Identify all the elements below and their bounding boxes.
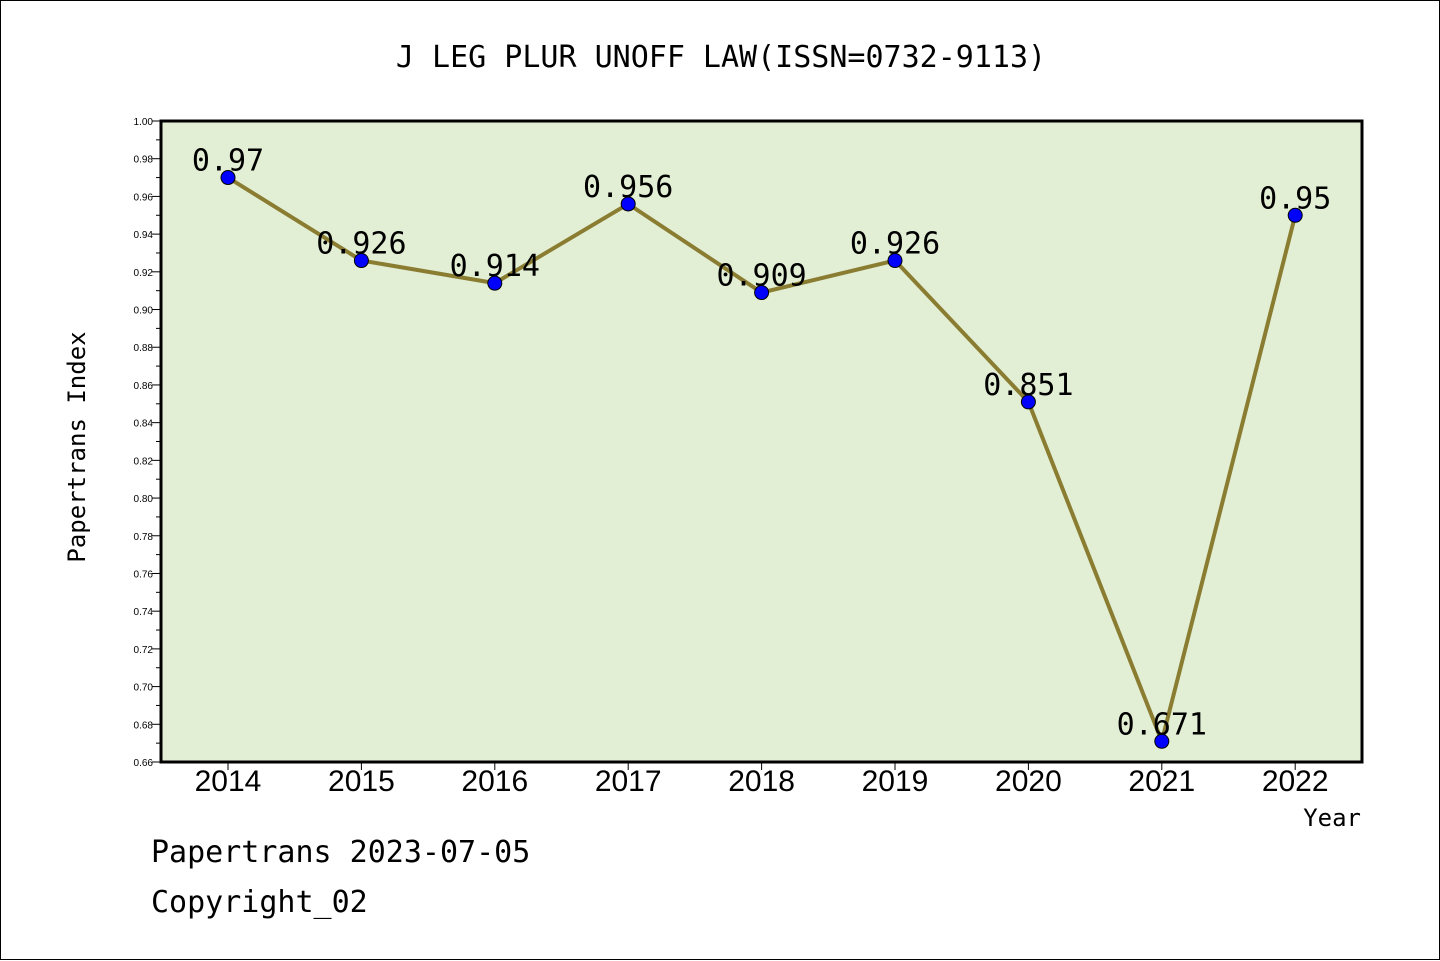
- data-labels: 0.97 0.926 0.914 0.956 0.909 0.926 0.851 0.671 0…: [192, 144, 1331, 743]
- y-tick-label: 0.78: [134, 532, 154, 543]
- data-point: [353, 253, 369, 269]
- x-tick-label: 2022: [1262, 765, 1329, 798]
- y-tick-label: 1.00: [134, 117, 154, 128]
- x-tick-label: 2018: [728, 765, 795, 798]
- y-tick-label: 0.90: [134, 306, 154, 317]
- x-tick-label: 2021: [1128, 765, 1195, 798]
- y-tick-label: 0.74: [134, 607, 154, 618]
- data-label: 0.926: [316, 227, 406, 262]
- data-label: 0.956: [583, 170, 673, 205]
- y-tick-label: 0.94: [134, 230, 154, 241]
- x-tick-label: 2019: [862, 765, 929, 798]
- data-label: 0.926: [850, 227, 940, 262]
- y-tick-label: 0.70: [134, 683, 154, 694]
- y-tick-label: 0.72: [134, 645, 154, 656]
- x-tick-label: 2015: [328, 765, 395, 798]
- y-axis-ticks: 0.66 0.68 0.70 0.72 0.74 0.76 0.78 0.80 0.82 0.84…: [134, 117, 161, 769]
- x-tick-label: 2016: [461, 765, 528, 798]
- y-tick-label: 0.76: [134, 569, 154, 580]
- y-tick-label: 0.66: [134, 758, 154, 769]
- y-tick-label: 0.98: [134, 155, 154, 166]
- y-tick-label: 0.86: [134, 381, 154, 392]
- data-label: 0.97: [192, 144, 264, 179]
- data-label: 0.851: [983, 368, 1073, 403]
- footer-copyright: Copyright_02: [151, 885, 368, 920]
- data-point: [220, 170, 236, 186]
- x-tick-label: 2017: [595, 765, 662, 798]
- y-tick-label: 0.80: [134, 494, 154, 505]
- x-tick-label: 2020: [995, 765, 1062, 798]
- plot-area: [159, 119, 1364, 764]
- y-tick-label: 0.84: [134, 419, 154, 430]
- y-tick-label: 0.82: [134, 456, 154, 467]
- x-tick-label: 2014: [195, 765, 262, 798]
- data-label: 0.671: [1117, 707, 1207, 742]
- data-point: [1020, 394, 1036, 410]
- y-tick-label: 0.88: [134, 343, 154, 354]
- data-point: [1287, 207, 1303, 223]
- x-axis-ticks: 2014 2015 2016 2017 2018 2019 2020 2021 2022: [195, 762, 1329, 798]
- data-label: 0.909: [716, 259, 806, 294]
- data-label: 0.95: [1259, 181, 1331, 216]
- x-axis-label: Year: [1303, 804, 1361, 832]
- data-markers: [220, 170, 1303, 749]
- y-axis-label: Papertrans Index: [63, 331, 91, 562]
- footer-date: Papertrans 2023-07-05: [151, 835, 531, 870]
- y-tick-label: 0.92: [134, 268, 154, 279]
- data-point: [1154, 733, 1170, 749]
- data-point: [754, 285, 770, 301]
- data-label: 0.914: [450, 249, 540, 284]
- y-tick-label: 0.96: [134, 192, 154, 203]
- data-point: [620, 196, 636, 212]
- data-point: [887, 253, 903, 269]
- y-tick-label: 0.68: [134, 720, 154, 731]
- chart-title: J LEG PLUR UNOFF LAW(ISSN=0732-9113): [396, 40, 1046, 75]
- data-point: [487, 275, 503, 291]
